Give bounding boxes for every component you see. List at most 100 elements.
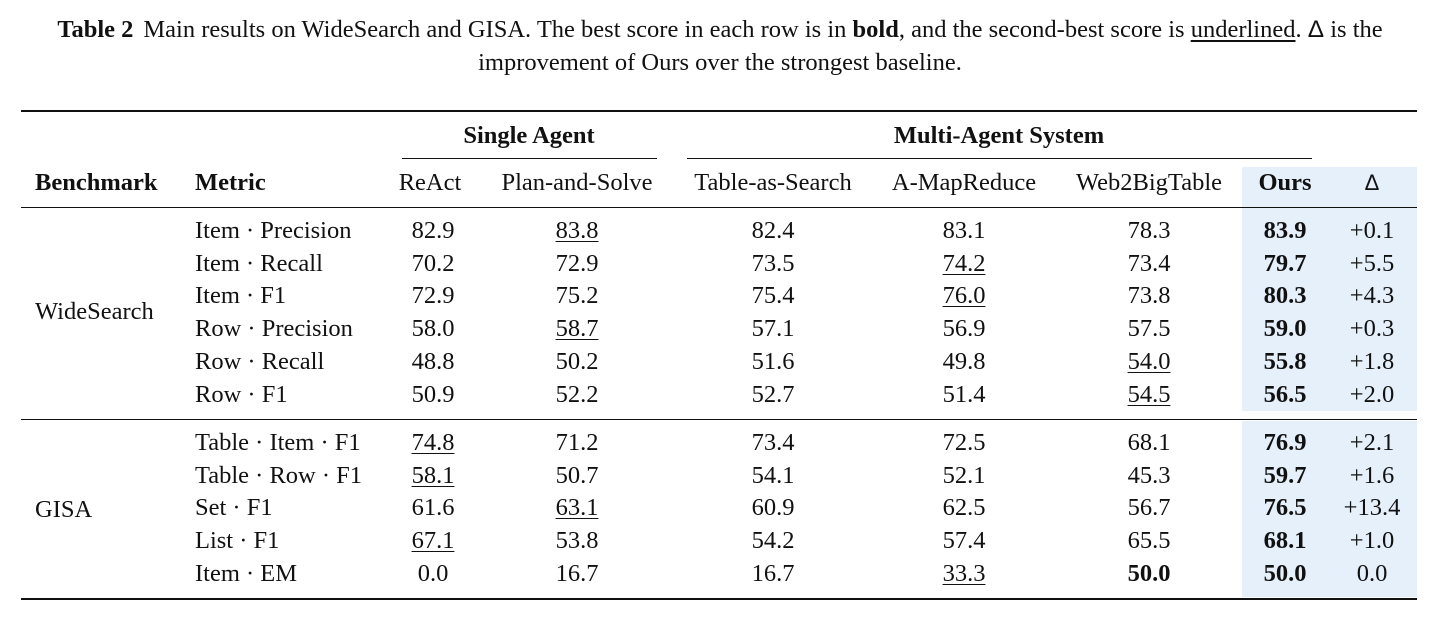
top-rule [21,110,1417,112]
score-cell: 73.4 [1127,249,1171,277]
ours-highlight [1242,208,1417,411]
score-cell: 74.2 [942,249,986,277]
section-rule [21,419,1417,420]
delta-cell: +2.1 [1349,429,1395,456]
score-cell: 73.4 [751,429,795,456]
header-benchmark: Benchmark [35,169,158,196]
score-cell: 75.4 [751,282,795,310]
score-cell: 52.1 [942,461,986,489]
score-cell: 56.9 [942,315,986,343]
score-cell: 72.9 [555,249,599,277]
score-cell: 57.4 [942,527,986,555]
score-cell: 56.5 [1263,380,1307,408]
metric-label: Item · Precision [195,217,352,244]
metric-label: Row · Recall [195,347,325,375]
single-agent-rule [402,158,657,159]
score-cell: 68.1 [1127,429,1171,456]
score-cell: 49.8 [942,347,986,375]
header-rule [21,207,1417,208]
caption-underlined-word: underlined [1190,16,1296,43]
score-cell: 58.1 [411,461,455,489]
caption-text-a: Main results on WideSearch and GISA. The… [143,16,847,43]
score-cell: 61.6 [411,494,455,522]
header-react: ReAct [398,169,462,196]
score-cell: 70.2 [411,249,455,277]
score-cell: 50.2 [555,347,599,375]
score-cell: 16.7 [751,559,795,587]
score-cell: 60.9 [751,494,795,522]
score-cell: 51.4 [942,380,986,408]
caption-bold-word: bold [852,16,899,43]
score-cell: 48.8 [411,347,455,375]
score-cell: 75.2 [555,282,599,310]
score-cell: 52.7 [751,380,795,408]
benchmark-label: WideSearch [35,298,154,325]
header-metric: Metric [195,169,266,196]
group-single-agent: Single Agent [463,122,595,149]
ours-highlight [1242,167,1417,207]
score-cell: 72.5 [942,429,986,456]
score-cell: 78.3 [1127,217,1171,244]
score-cell: 51.6 [751,347,795,375]
score-cell: 50.0 [1263,559,1307,587]
delta-cell: +1.6 [1349,461,1395,489]
delta-cell: +0.1 [1349,217,1395,244]
score-cell: 76.0 [942,282,986,310]
score-cell: 71.2 [555,429,599,456]
score-cell: 68.1 [1263,527,1307,555]
score-cell: 54.1 [751,461,795,489]
benchmark-label: GISA [35,496,93,523]
metric-label: Item · Recall [195,249,323,277]
header-table-as-search: Table-as-Search [694,169,852,196]
multi-agent-rule [687,158,1312,159]
header-web2bigtable: Web2BigTable [1076,169,1222,196]
delta-cell: +0.3 [1349,315,1395,343]
score-cell: 53.8 [555,527,599,555]
group-multi-agent: Multi-Agent System [893,122,1105,149]
metric-label: List · F1 [195,527,280,555]
header-a-mapreduce: A-MapReduce [891,169,1037,196]
score-cell: 50.7 [555,461,599,489]
score-cell: 0.0 [417,559,449,587]
score-cell: 82.4 [751,217,795,244]
metric-label: Item · F1 [195,282,287,310]
metric-label: Set · F1 [195,494,273,522]
score-cell: 67.1 [411,527,455,555]
header-delta: Δ [1364,170,1380,195]
score-cell: 73.5 [751,249,795,277]
score-cell: 62.5 [942,494,986,522]
score-cell: 82.9 [411,217,455,244]
score-cell: 73.8 [1127,282,1171,310]
metric-label: Table · Row · F1 [195,461,363,489]
score-cell: 55.8 [1263,347,1307,375]
table-caption: Table 2 Main results on WideSearch and GI… [20,13,1420,79]
score-cell: 57.1 [751,315,795,343]
delta-cell: +13.4 [1343,494,1401,522]
score-cell: 83.1 [942,217,986,244]
header-ours: Ours [1258,169,1312,196]
score-cell: 79.7 [1263,249,1307,277]
score-cell: 76.5 [1263,494,1307,522]
score-cell: 58.0 [411,315,455,343]
metric-label: Item · EM [195,559,298,587]
score-cell: 50.0 [1127,559,1171,587]
caption-text-d: is the improvement of Ours over the stro… [478,16,1383,76]
ours-highlight [1242,421,1417,597]
delta-cell: 0.0 [1356,559,1388,587]
score-cell: 50.9 [411,380,455,408]
metric-label: Row · Precision [195,315,353,343]
caption-text-b: , and the second-best score is [898,16,1185,43]
metric-label: Table · Item · F1 [195,429,361,456]
delta-cell: +5.5 [1349,249,1395,277]
score-cell: 59.7 [1263,461,1307,489]
score-cell: 52.2 [555,380,599,408]
delta-cell: +1.8 [1349,347,1395,375]
score-cell: 16.7 [555,559,599,587]
caption-label: Table 2 [57,16,134,43]
delta-cell: +2.0 [1349,380,1395,408]
score-cell: 76.9 [1263,429,1307,456]
score-cell: 54.2 [751,527,795,555]
caption-text-c: . [1295,16,1302,43]
score-cell: 58.7 [555,315,599,343]
